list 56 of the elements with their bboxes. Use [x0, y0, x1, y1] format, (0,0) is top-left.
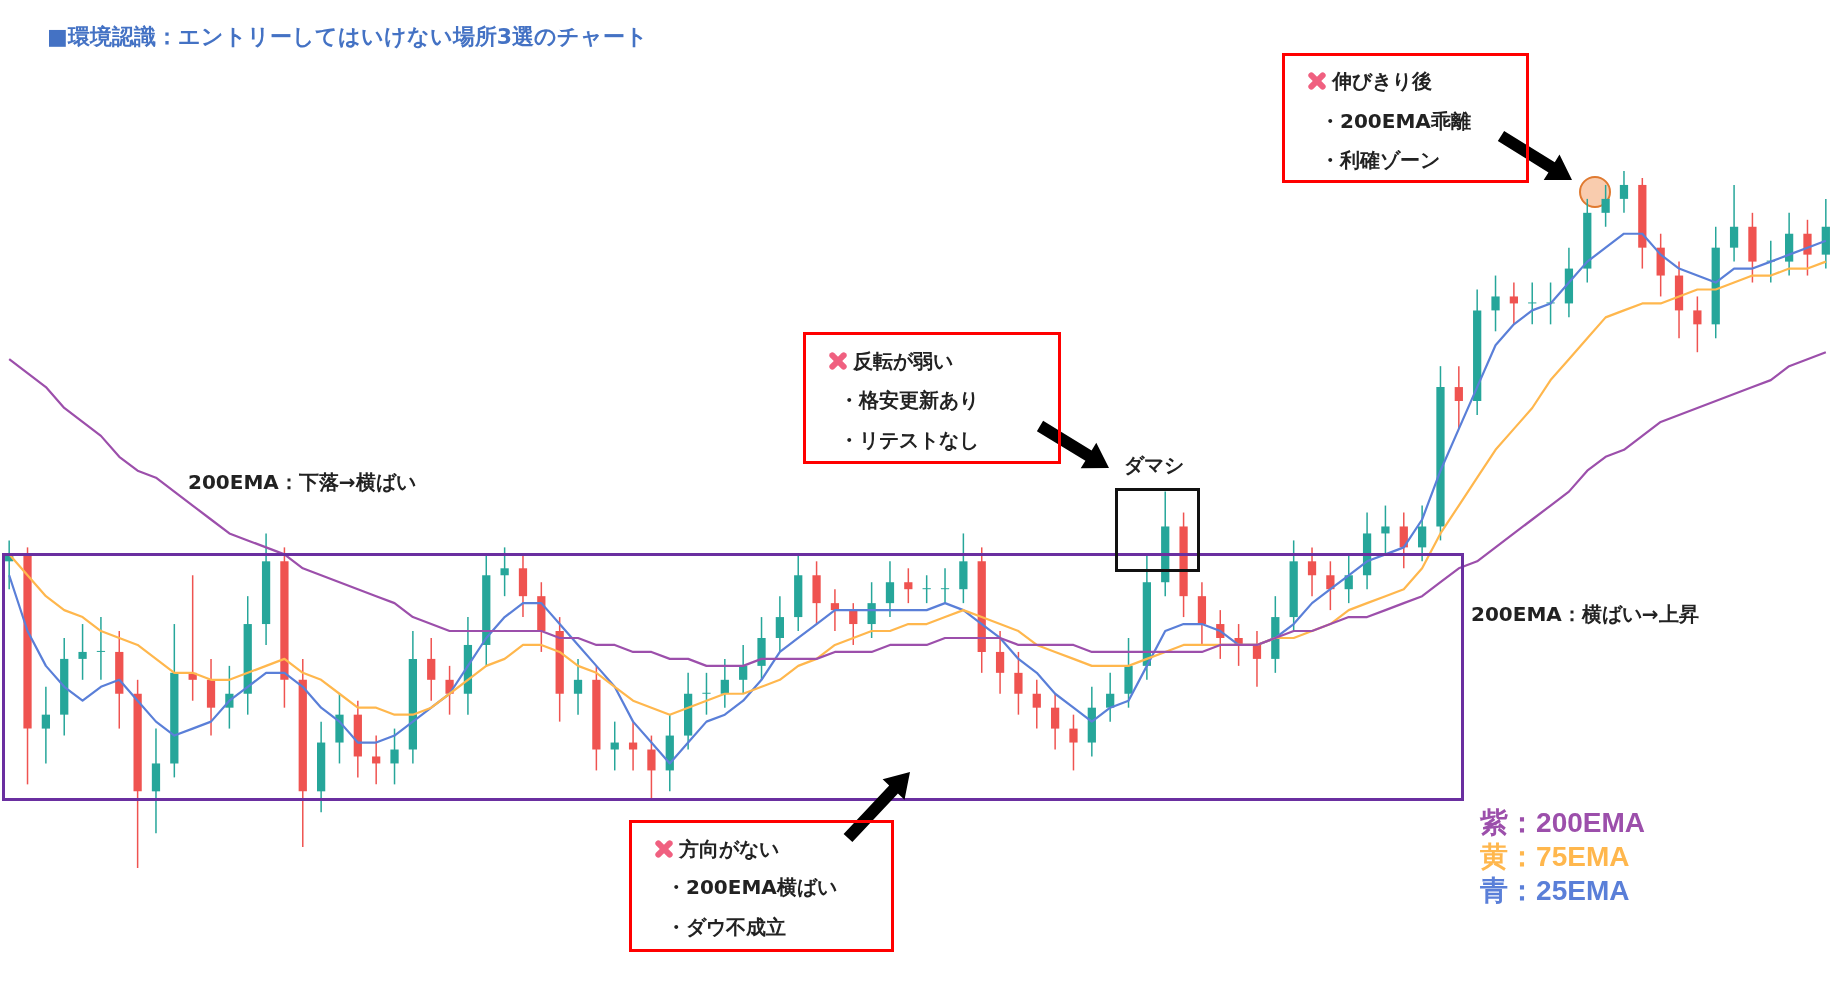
candlestick	[647, 734, 656, 800]
text: 青：25EMA	[1480, 874, 1631, 908]
annotation: ・リテストなし	[839, 426, 979, 454]
candlestick	[1491, 274, 1500, 333]
annotation: 方向がない	[679, 835, 779, 863]
candlestick	[41, 686, 50, 765]
candlestick	[1051, 693, 1060, 751]
annotation: ・格安更新あり	[839, 386, 979, 414]
chart-title: ■環境認識：エントリーしてはいけない場所3選のチャート	[47, 23, 649, 51]
annotation: ダマシ	[1124, 451, 1184, 479]
candlestick	[922, 574, 931, 604]
candlestick	[427, 637, 436, 702]
text: ・200EMA横ばい	[666, 873, 837, 901]
candlestick	[904, 567, 913, 604]
text: 伸びきり後	[1332, 67, 1432, 95]
candlestick	[1326, 560, 1335, 611]
candlestick	[573, 658, 583, 716]
candlestick	[739, 644, 748, 695]
candlestick	[1307, 546, 1317, 597]
annotation: 反転が弱い	[853, 347, 953, 375]
candlestick	[1528, 281, 1537, 326]
candlestick	[885, 560, 895, 618]
candlestick	[702, 672, 711, 716]
annotation: 200EMA：横ばい→上昇	[1471, 600, 1699, 628]
text: ・ダウ不成立	[666, 913, 786, 941]
annotation: 200EMA：下落→横ばい	[188, 468, 416, 496]
candlestick	[1381, 504, 1390, 556]
candlestick	[1418, 504, 1427, 563]
candlestick	[96, 616, 106, 681]
candlestick	[1803, 219, 1812, 277]
candlestick	[1729, 184, 1739, 263]
candlestick	[1014, 651, 1023, 716]
candlestick	[1509, 281, 1518, 326]
candlestick	[940, 567, 950, 604]
candlestick	[1252, 630, 1262, 688]
candlestick	[867, 581, 876, 639]
candlestick	[1032, 679, 1041, 730]
candlestick	[775, 595, 784, 653]
candlestick	[500, 546, 509, 597]
candlestick	[1069, 713, 1078, 772]
candlestick	[1454, 365, 1463, 430]
candlestick	[610, 720, 619, 772]
candlestick	[628, 720, 638, 772]
candlestick	[390, 727, 399, 786]
text: 紫：200EMA	[1480, 806, 1645, 840]
candlestick	[372, 734, 381, 786]
text: 黄：75EMA	[1480, 840, 1631, 874]
annotation: ・利確ゾーン	[1320, 146, 1440, 174]
candlestick	[1601, 184, 1610, 228]
candlestick	[995, 630, 1005, 695]
candlestick	[1619, 170, 1629, 214]
candlestick	[720, 658, 729, 709]
candlestick	[78, 623, 87, 681]
candlestick	[1693, 295, 1702, 353]
candlestick	[849, 602, 858, 646]
text: ・200EMA乖離	[1320, 107, 1471, 135]
